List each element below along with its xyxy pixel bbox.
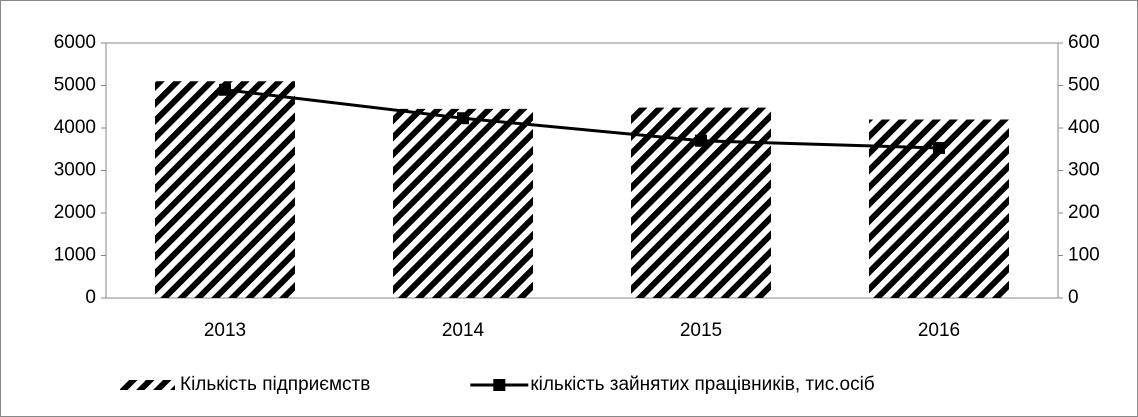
legend-label: кількість зайнятих працівників, тис.осіб xyxy=(530,374,874,395)
y2-tick-label: 400 xyxy=(1068,117,1100,138)
marker xyxy=(219,83,231,96)
marker xyxy=(457,112,469,125)
y2-tick-label: 300 xyxy=(1068,160,1100,181)
legend-marker xyxy=(493,379,506,391)
y2-tick-label: 600 xyxy=(1068,32,1100,53)
legend-swatch xyxy=(120,380,175,390)
y2-tick-label: 200 xyxy=(1068,202,1100,223)
bar xyxy=(155,81,295,298)
line xyxy=(224,88,940,150)
y-tick-label: 1000 xyxy=(54,245,96,266)
y2-tick-label: 0 xyxy=(1068,287,1079,308)
y-tick-label: 5000 xyxy=(54,75,96,96)
y2-tick-label: 500 xyxy=(1068,75,1100,96)
y-tick-label: 4000 xyxy=(54,117,96,138)
y-tick-label: 3000 xyxy=(54,160,96,181)
y2-tick-label: 100 xyxy=(1068,245,1100,266)
y-tick-label: 6000 xyxy=(54,32,96,53)
y-tick-label: 0 xyxy=(85,287,96,308)
marker xyxy=(695,134,707,147)
marker xyxy=(933,141,945,154)
x-tick-label: 2014 xyxy=(442,320,485,341)
legend-label: Кількість підприємств xyxy=(180,374,370,395)
x-tick-label: 2013 xyxy=(204,320,246,341)
bar xyxy=(393,108,533,298)
x-tick-label: 2016 xyxy=(918,320,960,341)
y-tick-label: 2000 xyxy=(54,202,96,223)
x-tick-label: 2015 xyxy=(680,320,722,341)
